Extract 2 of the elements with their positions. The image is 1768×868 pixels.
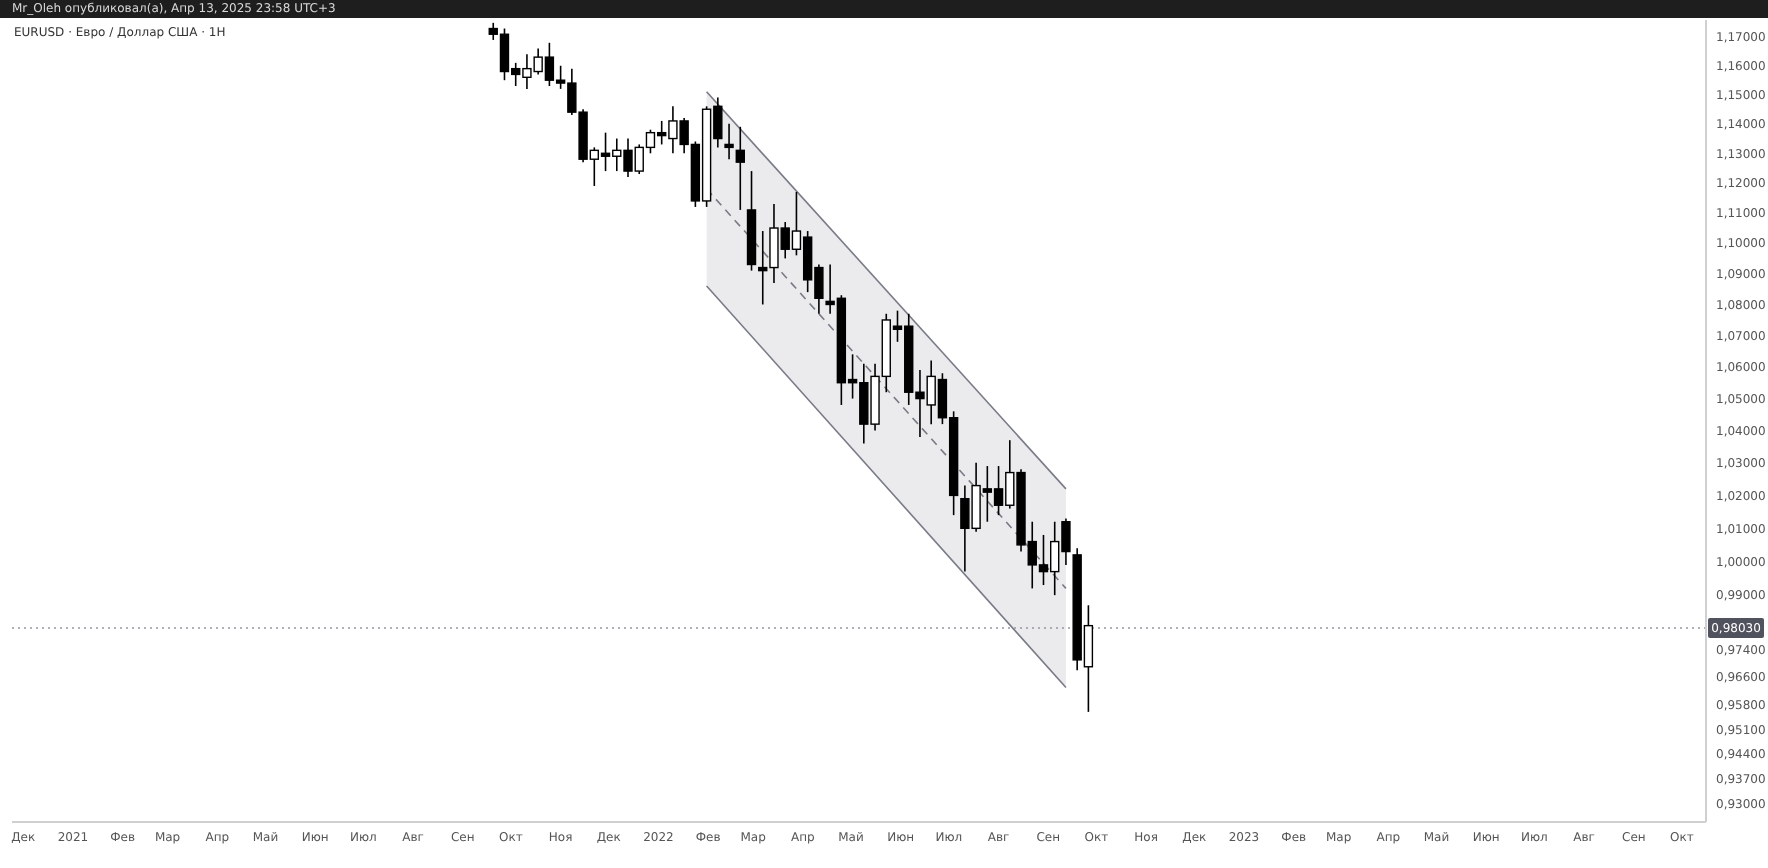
candlestick: [735, 125, 745, 211]
candlestick: [724, 123, 734, 161]
